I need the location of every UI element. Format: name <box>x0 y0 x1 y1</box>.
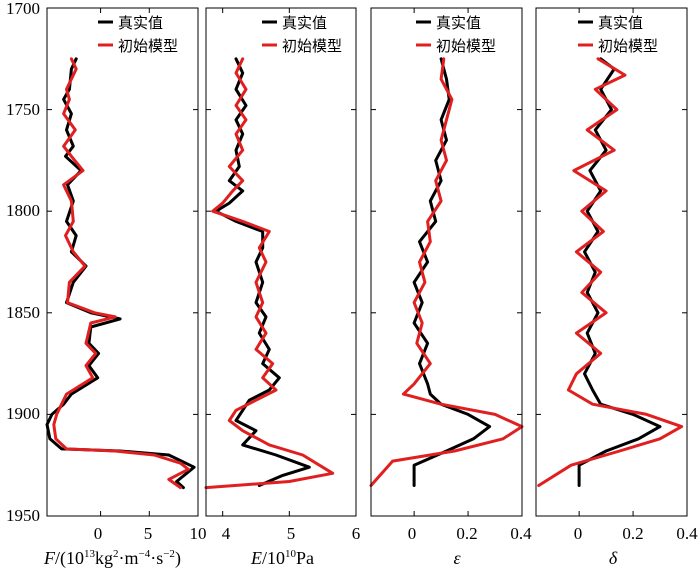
panel-frame <box>205 7 357 517</box>
legend-label-initial: 初始模型 <box>282 37 342 55</box>
x-tick-label: 0.2 <box>622 524 643 543</box>
legend-label-true: 真实值 <box>598 14 643 32</box>
panel-epsilon: 0 0.2 0.4 ε <box>408 524 532 568</box>
x-tick-label: 0.2 <box>456 524 477 543</box>
x-tick-label: 0 <box>94 524 103 543</box>
legend-label-initial: 初始模型 <box>436 37 496 55</box>
x-tick-label: 5 <box>144 524 153 543</box>
legend-label-true: 真实值 <box>118 14 163 32</box>
series-line-initial <box>204 57 335 490</box>
y-tick-label: 1750 <box>6 100 40 119</box>
y-tick-label: 1900 <box>6 404 40 423</box>
legend-label-true: 真实值 <box>282 14 327 32</box>
panel-frame <box>370 7 523 517</box>
x-tick-label: 6 <box>352 524 361 543</box>
series-line-true <box>412 57 492 487</box>
x-tick-label: 0 <box>408 524 417 543</box>
legend-panel-1: 真实值 初始模型 <box>98 14 178 55</box>
x-tick-label: 4 <box>222 524 231 543</box>
y-axis-labels: 1700 1750 1800 1850 1900 1950 <box>6 0 40 525</box>
panel-plot-F <box>45 7 199 517</box>
legend-panel-2: 真实值 初始模型 <box>262 14 342 55</box>
x-tick-label: 0.4 <box>510 524 532 543</box>
x-tick-label: 0.4 <box>676 524 698 543</box>
x-tick-label: 5 <box>287 524 296 543</box>
y-tick-label: 1700 <box>6 0 40 18</box>
series-line-true <box>214 57 311 487</box>
x-axis-label: ε <box>453 548 461 568</box>
legend-label-initial: 初始模型 <box>118 37 178 55</box>
panel-e: 4 5 6 E/1010Pa <box>222 524 361 568</box>
x-tick-label: 0 <box>574 524 583 543</box>
y-tick-label: 1800 <box>6 201 40 220</box>
panel-delta: 0 0.2 0.4 δ <box>574 524 698 568</box>
series-line-initial <box>369 57 524 487</box>
panel-f: 0 5 10 F/(1013kg2·m−4·s−2) <box>43 524 207 569</box>
panel-plot-delta <box>535 7 688 517</box>
panel-plot-epsilon <box>369 7 524 517</box>
y-tick-label: 1950 <box>6 506 40 525</box>
x-axis-label: δ <box>609 548 618 568</box>
x-axis-label: E/1010Pa <box>250 548 314 568</box>
x-tick-label: 10 <box>190 524 207 543</box>
series-line-true <box>577 57 662 487</box>
legend-label-initial: 初始模型 <box>598 37 658 55</box>
panel-plot-E <box>204 7 357 517</box>
legend-label-true: 真实值 <box>436 14 481 32</box>
panel-frame <box>535 7 688 517</box>
legend-panel-4: 真实值 初始模型 <box>578 14 658 55</box>
panel-frame <box>46 7 199 517</box>
series-line-initial <box>537 57 684 487</box>
legend-panel-3: 真实值 初始模型 <box>416 14 496 55</box>
y-tick-label: 1850 <box>6 303 40 322</box>
series-line-initial <box>52 57 190 490</box>
x-axis-label: F/(1013kg2·m−4·s−2) <box>43 548 181 569</box>
